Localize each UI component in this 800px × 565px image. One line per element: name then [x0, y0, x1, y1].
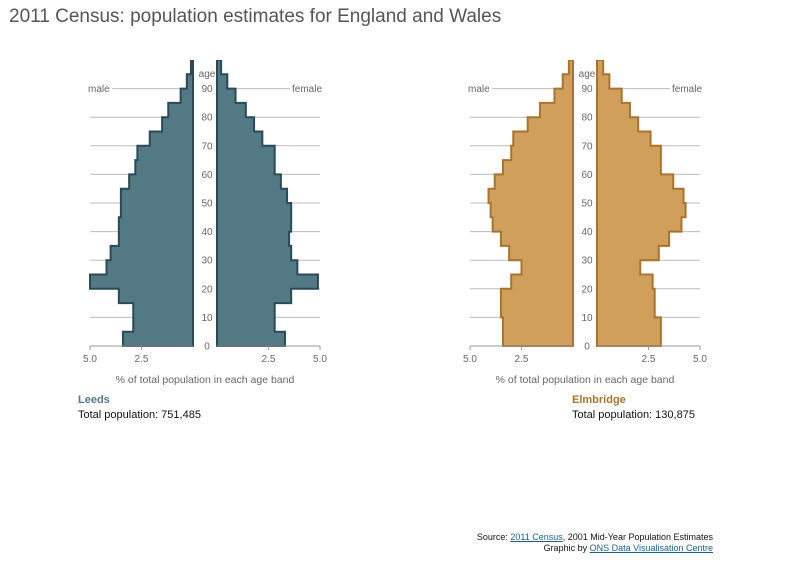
source-note: Source: 2011 Census, 2001 Mid-Year Popul…: [477, 532, 713, 554]
x-axis-title: % of total population in each age band: [116, 374, 295, 386]
age-tick-label: 10: [201, 313, 213, 324]
x-tick-label: 2.5: [642, 354, 656, 365]
age-tick-label: 60: [581, 170, 593, 181]
chart-title: 2011 Census: population estimates for En…: [9, 6, 502, 27]
age-tick-label: 90: [581, 84, 593, 95]
age-tick-label: 60: [201, 170, 213, 181]
female-label: female: [292, 84, 322, 95]
source-mid: , 2001 Mid-Year Population Estimates: [562, 532, 713, 542]
age-tick-label: 10: [581, 313, 593, 324]
male-bars-leeds: [89, 60, 194, 347]
ons-link[interactable]: ONS Data Visualisation Centre: [589, 543, 713, 553]
age-tick-label: 0: [584, 342, 590, 353]
source-prefix: Source:: [476, 532, 511, 542]
label-background: [289, 84, 325, 96]
pyramid-chart-elmbridge: 0 10 20 30 40 50 60 70 80 90 age male female 5.0 2.5 2.…: [463, 60, 707, 386]
age-tick-label: 40: [201, 227, 213, 238]
age-axis-label: age: [199, 69, 216, 80]
x-tick-label: 5.0: [463, 354, 477, 365]
age-tick-label: 80: [581, 113, 593, 124]
total-population-leeds: Total population: 751,485: [78, 409, 201, 421]
age-tick-label: 90: [201, 84, 213, 95]
label-background: [86, 84, 113, 96]
male-label: male: [468, 84, 490, 95]
age-tick-label: 80: [201, 113, 213, 124]
label-background: [466, 84, 493, 96]
total-population-elmbridge: Total population: 130,875: [572, 409, 695, 421]
age-tick-label: 0: [204, 342, 210, 353]
label-background: [669, 84, 705, 96]
age-tick-label: 20: [201, 284, 213, 295]
x-tick-label: 5.0: [693, 354, 707, 365]
female-bars-elmbridge: [596, 60, 687, 347]
age-tick-label: 70: [201, 141, 213, 152]
area-name-leeds: Leeds: [78, 394, 110, 406]
age-tick-label: 70: [581, 141, 593, 152]
age-tick-label: 30: [581, 256, 593, 267]
x-tick-label: 5.0: [313, 354, 327, 365]
pyramid-chart-leeds: 0 10 20 30 40 50 60 70 80 90 age male female 5.0 2.5 2.…: [83, 60, 327, 386]
x-axis-title: % of total population in each age band: [496, 374, 675, 386]
x-tick-label: 2.5: [262, 354, 276, 365]
age-tick-label: 50: [201, 199, 213, 210]
age-tick-label: 30: [201, 256, 213, 267]
area-name-elmbridge: Elmbridge: [572, 394, 626, 406]
male-label: male: [88, 84, 110, 95]
census-link[interactable]: 2011 Census: [510, 532, 563, 542]
female-bars-leeds: [216, 60, 319, 347]
x-tick-label: 5.0: [83, 354, 97, 365]
graphic-prefix: Graphic by: [543, 543, 590, 553]
age-tick-label: 40: [581, 227, 593, 238]
age-axis-label: age: [579, 69, 596, 80]
male-bars-elmbridge: [487, 60, 574, 347]
age-tick-label: 20: [581, 284, 593, 295]
female-label: female: [672, 84, 702, 95]
x-tick-label: 2.5: [135, 354, 149, 365]
x-tick-label: 2.5: [515, 354, 529, 365]
age-tick-label: 50: [581, 199, 593, 210]
